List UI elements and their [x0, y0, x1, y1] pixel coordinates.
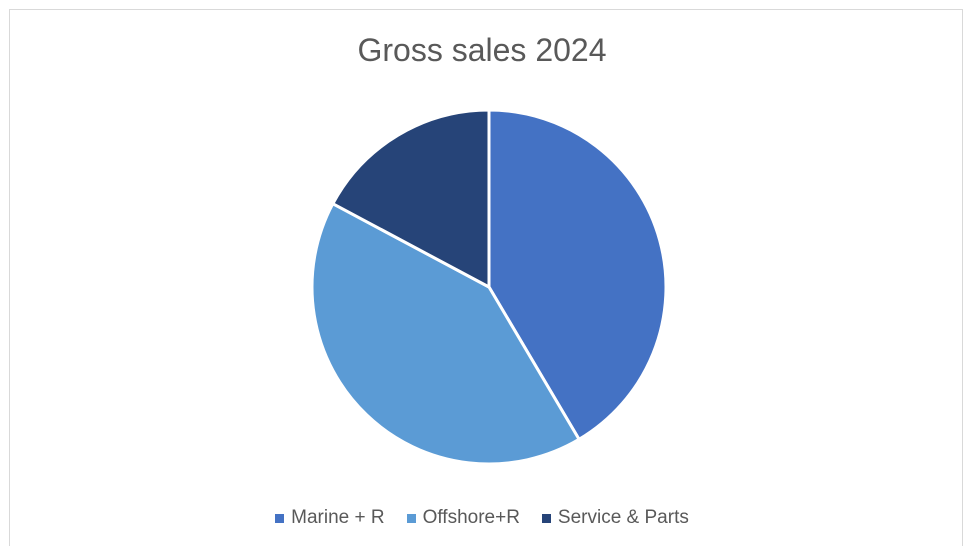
legend-swatch — [541, 513, 551, 523]
legend-item-3: Service & Parts — [541, 507, 689, 529]
legend-swatch — [275, 513, 285, 523]
legend-label: Marine + R — [291, 507, 385, 528]
legend-item-1: Marine + R — [275, 507, 385, 529]
legend-label: Offshore+R — [422, 507, 520, 528]
legend-label: Service & Parts — [557, 507, 689, 528]
legend-swatch — [406, 513, 416, 523]
pie-slice-3 — [331, 108, 491, 289]
legend-item-2: Offshore+R — [406, 507, 520, 529]
chart-title: Gross sales 2024 — [357, 32, 607, 68]
pie-slice-2 — [310, 202, 581, 466]
pie-slice-1 — [487, 108, 668, 441]
legend: Marine + R Offshore+R Service & Parts — [0, 505, 964, 531]
